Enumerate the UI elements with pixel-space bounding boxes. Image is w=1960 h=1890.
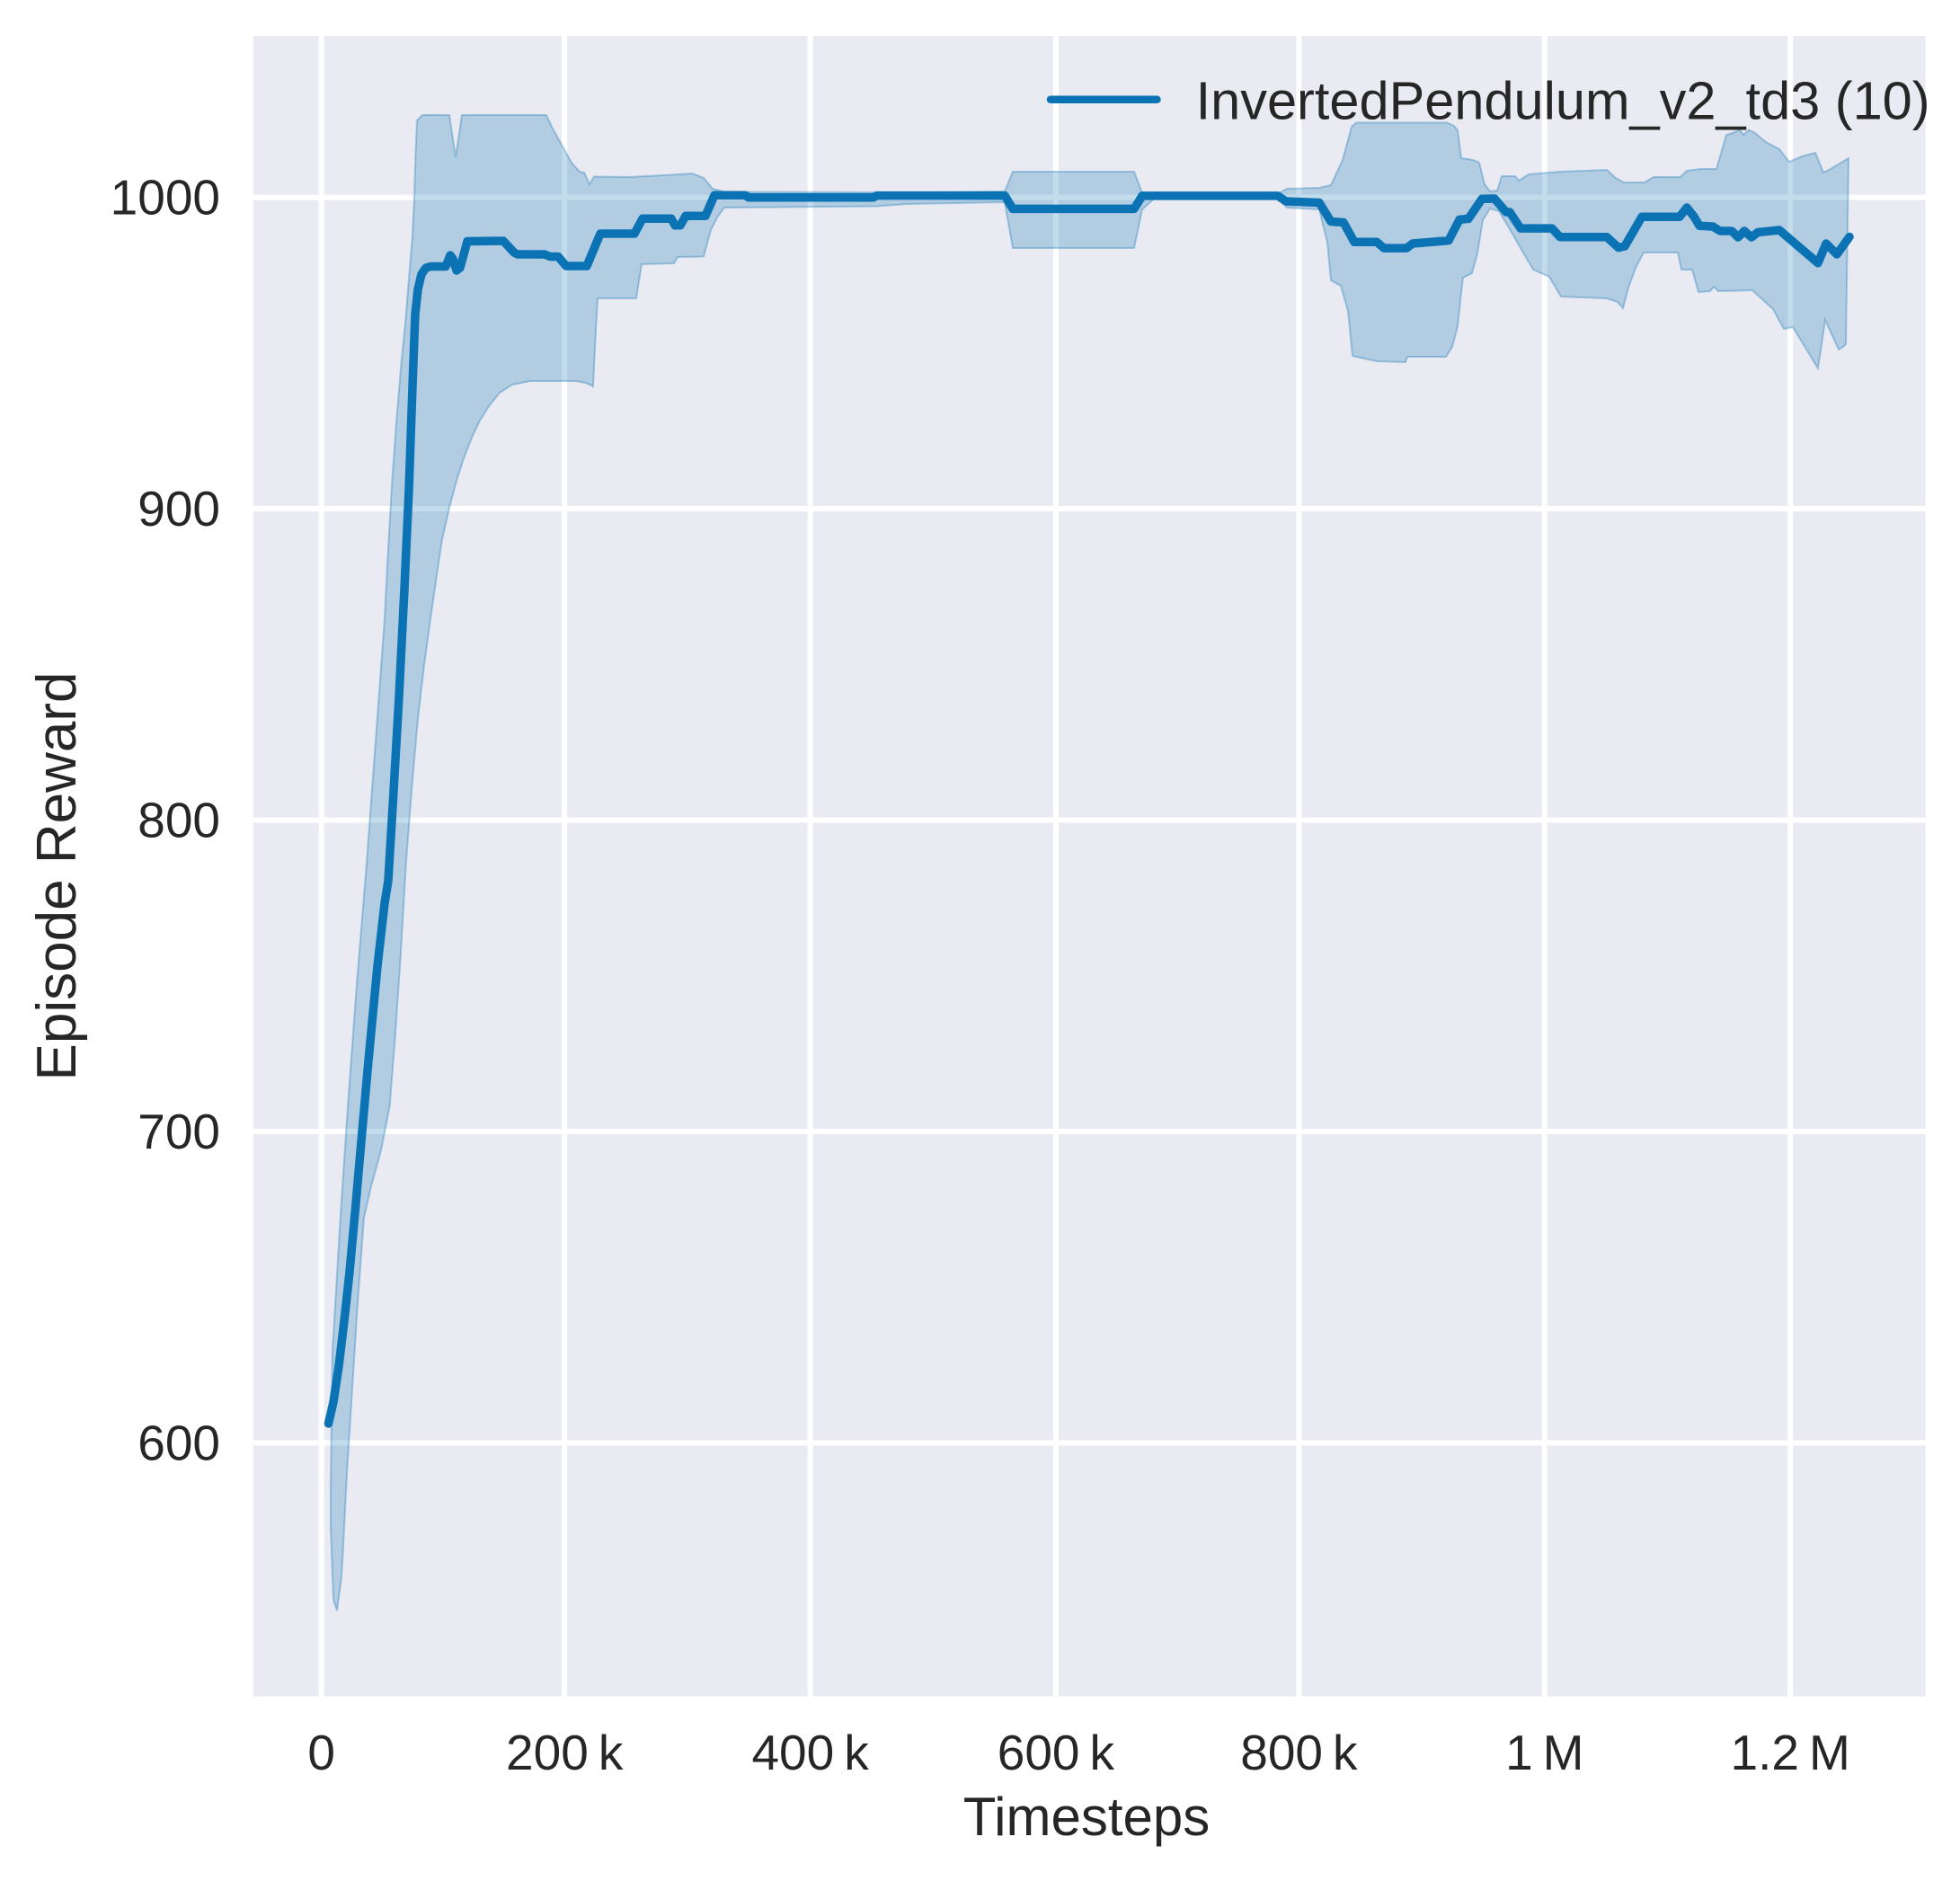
svg-text:700: 700: [137, 1104, 220, 1159]
svg-text:200 k: 200 k: [506, 1725, 624, 1780]
svg-text:1000: 1000: [111, 170, 220, 226]
svg-text:600 k: 600 k: [998, 1725, 1115, 1780]
svg-text:Episode Reward: Episode Reward: [26, 672, 88, 1081]
svg-text:InvertedPendulum_v2_td3 (10): InvertedPendulum_v2_td3 (10): [1196, 71, 1930, 131]
svg-text:1 M: 1 M: [1505, 1725, 1583, 1780]
svg-text:400 k: 400 k: [751, 1725, 869, 1780]
svg-text:0: 0: [307, 1725, 335, 1780]
svg-text:800: 800: [137, 793, 220, 848]
svg-text:1.2 M: 1.2 M: [1731, 1725, 1850, 1780]
svg-text:Timesteps: Timesteps: [963, 1787, 1211, 1847]
svg-text:800 k: 800 k: [1240, 1725, 1358, 1780]
svg-text:600: 600: [137, 1415, 220, 1470]
svg-text:900: 900: [137, 481, 220, 537]
